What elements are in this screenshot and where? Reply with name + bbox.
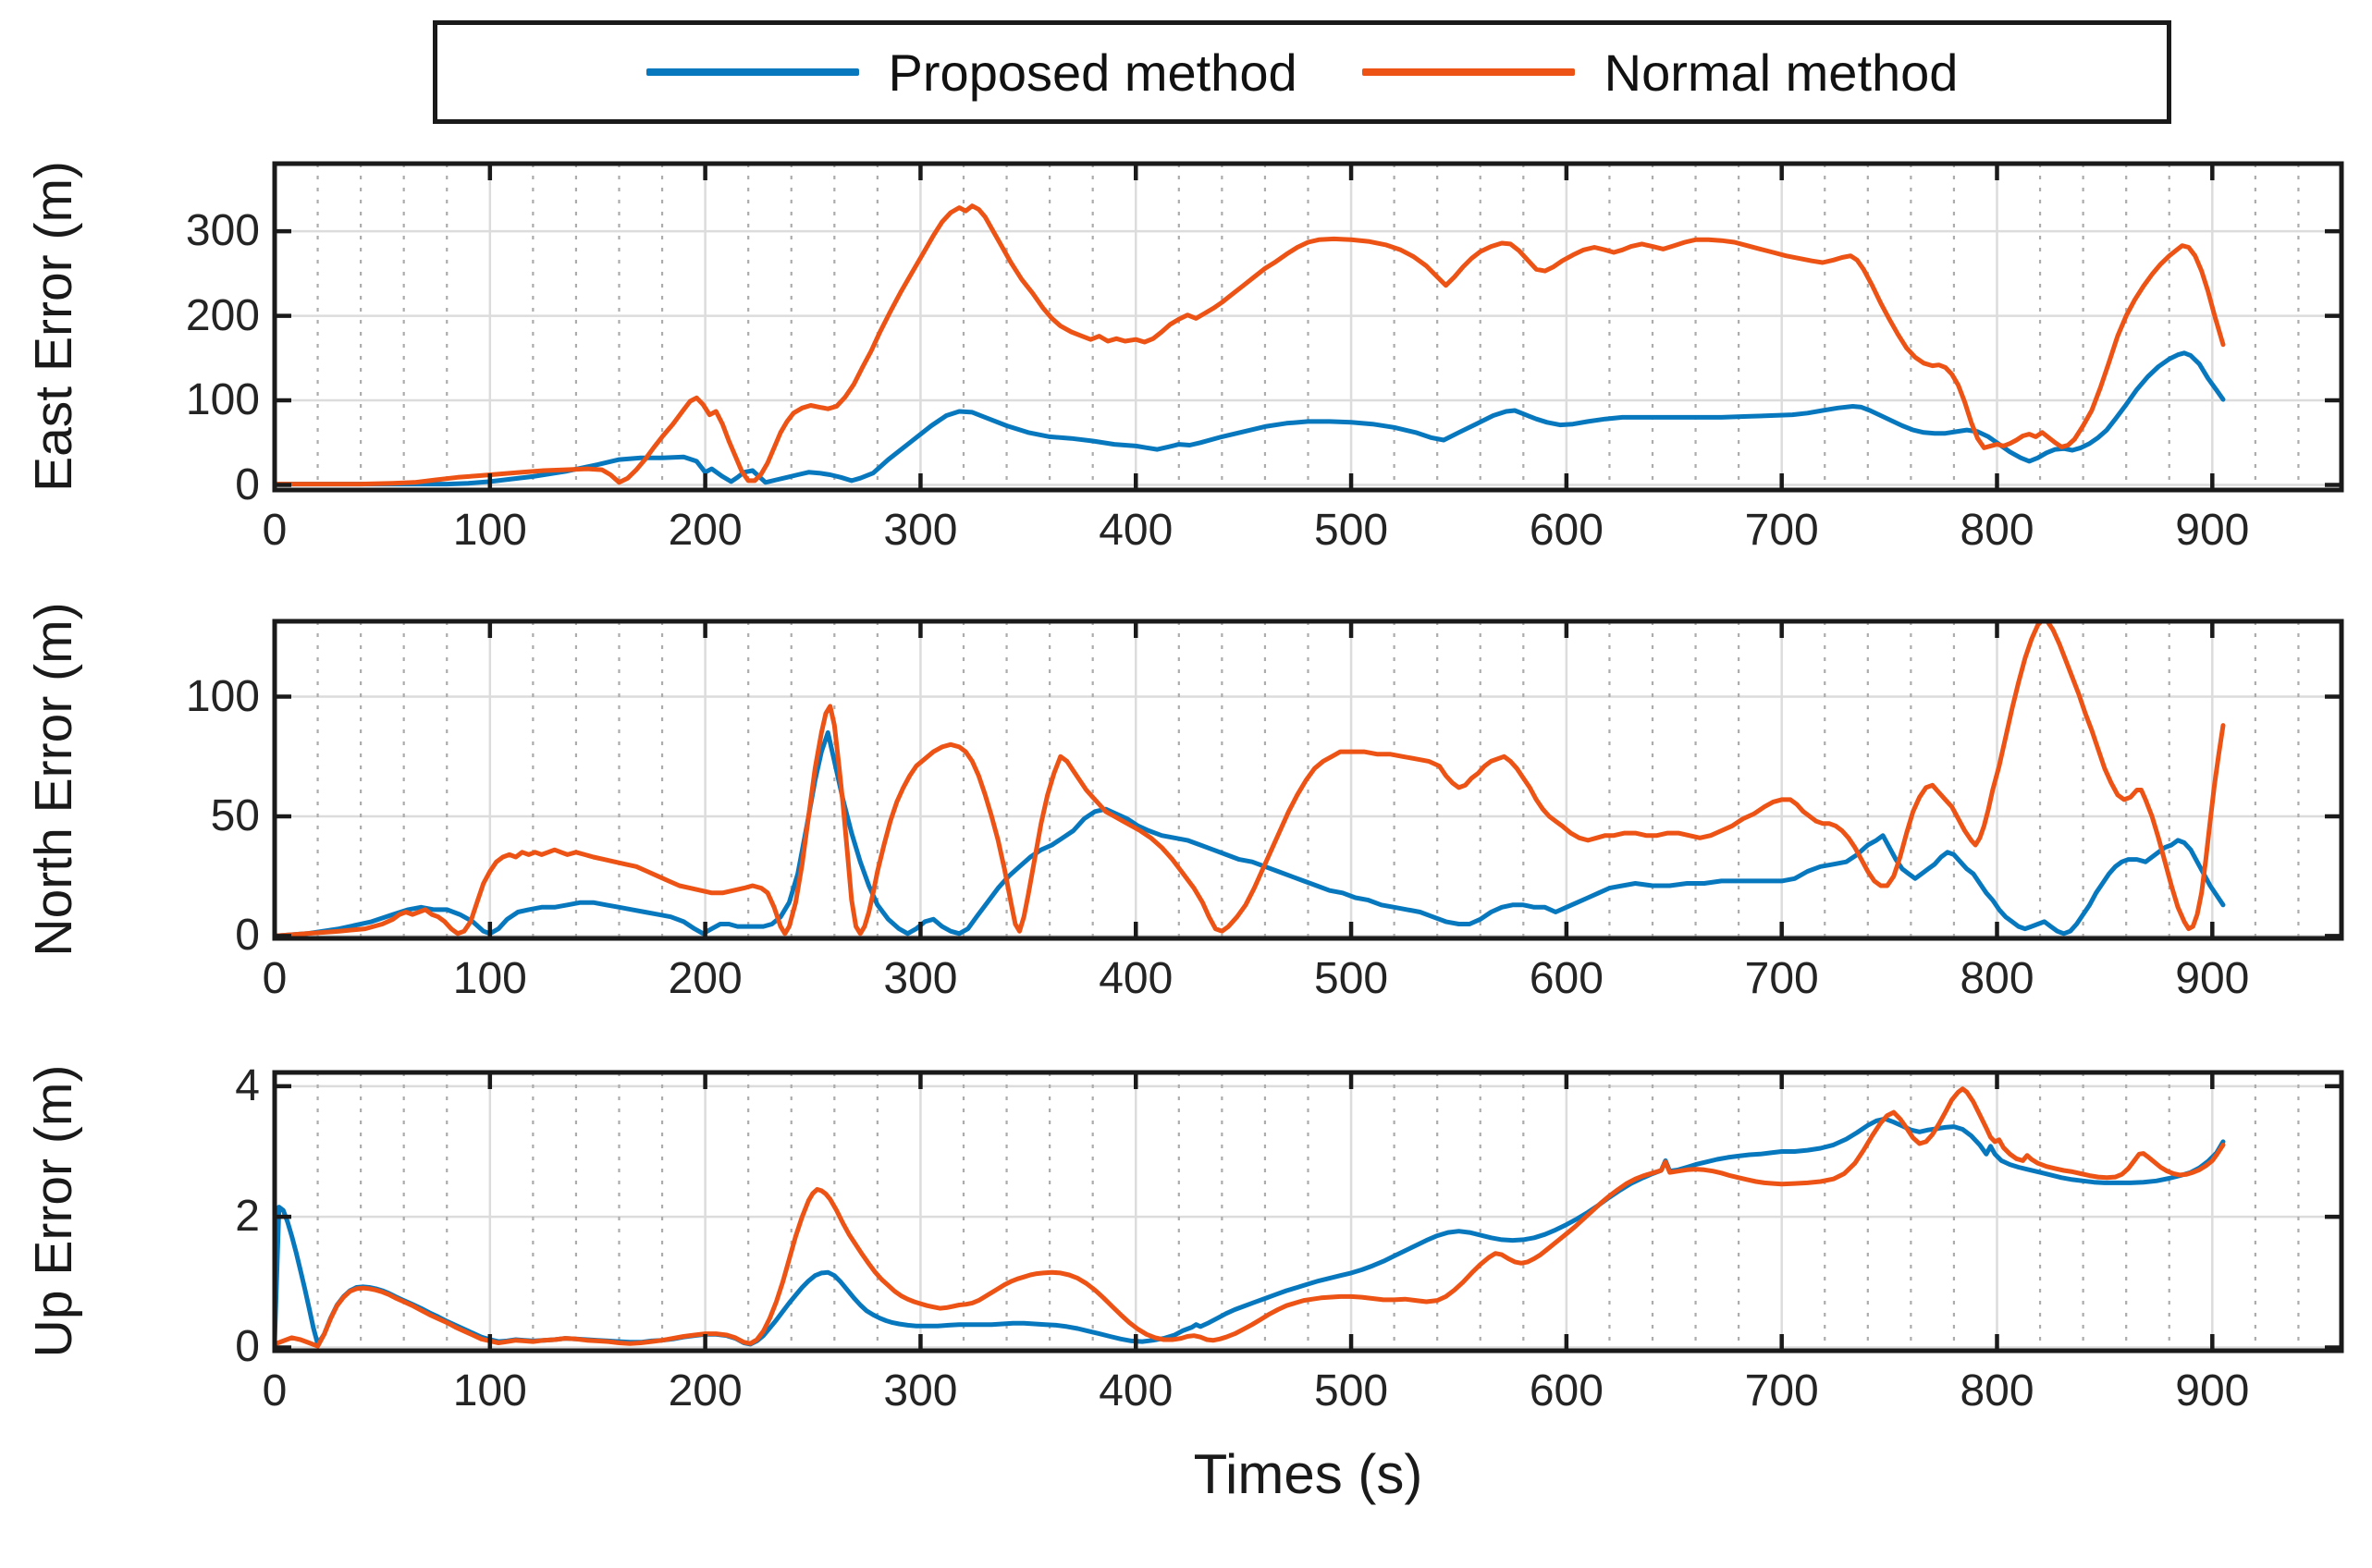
legend: Proposed method Normal method	[433, 20, 2171, 124]
axes-box-north	[272, 619, 2344, 941]
ylabel-east-error: East Error (m)	[24, 161, 83, 492]
line-normal-north	[274, 620, 2226, 938]
legend-item-proposed[interactable]: Proposed method	[645, 43, 1297, 103]
line-proposed-north	[274, 729, 2226, 938]
line-proposed-east	[274, 350, 2226, 487]
ylabel-north-error: North Error (m)	[24, 602, 83, 957]
subplot-north-error	[272, 619, 2344, 941]
axes-box-east	[272, 161, 2344, 493]
legend-label-normal: Normal method	[1604, 43, 1959, 102]
line-normal-east	[274, 203, 2226, 487]
legend-item-normal[interactable]: Normal method	[1361, 43, 1959, 103]
ylabel-up-error: Up Error (m)	[24, 1064, 83, 1358]
legend-line-proposed-icon	[645, 68, 859, 76]
xlabel-times: Times (s)	[1193, 1443, 1423, 1505]
axes-box-up	[272, 1070, 2344, 1354]
legend-label-proposed: Proposed method	[888, 43, 1297, 102]
line-proposed-up	[274, 1116, 2226, 1347]
subplot-east-error	[272, 161, 2344, 493]
legend-line-normal-icon	[1361, 68, 1575, 76]
subplot-up-error	[272, 1070, 2344, 1354]
line-normal-up	[274, 1086, 2226, 1349]
